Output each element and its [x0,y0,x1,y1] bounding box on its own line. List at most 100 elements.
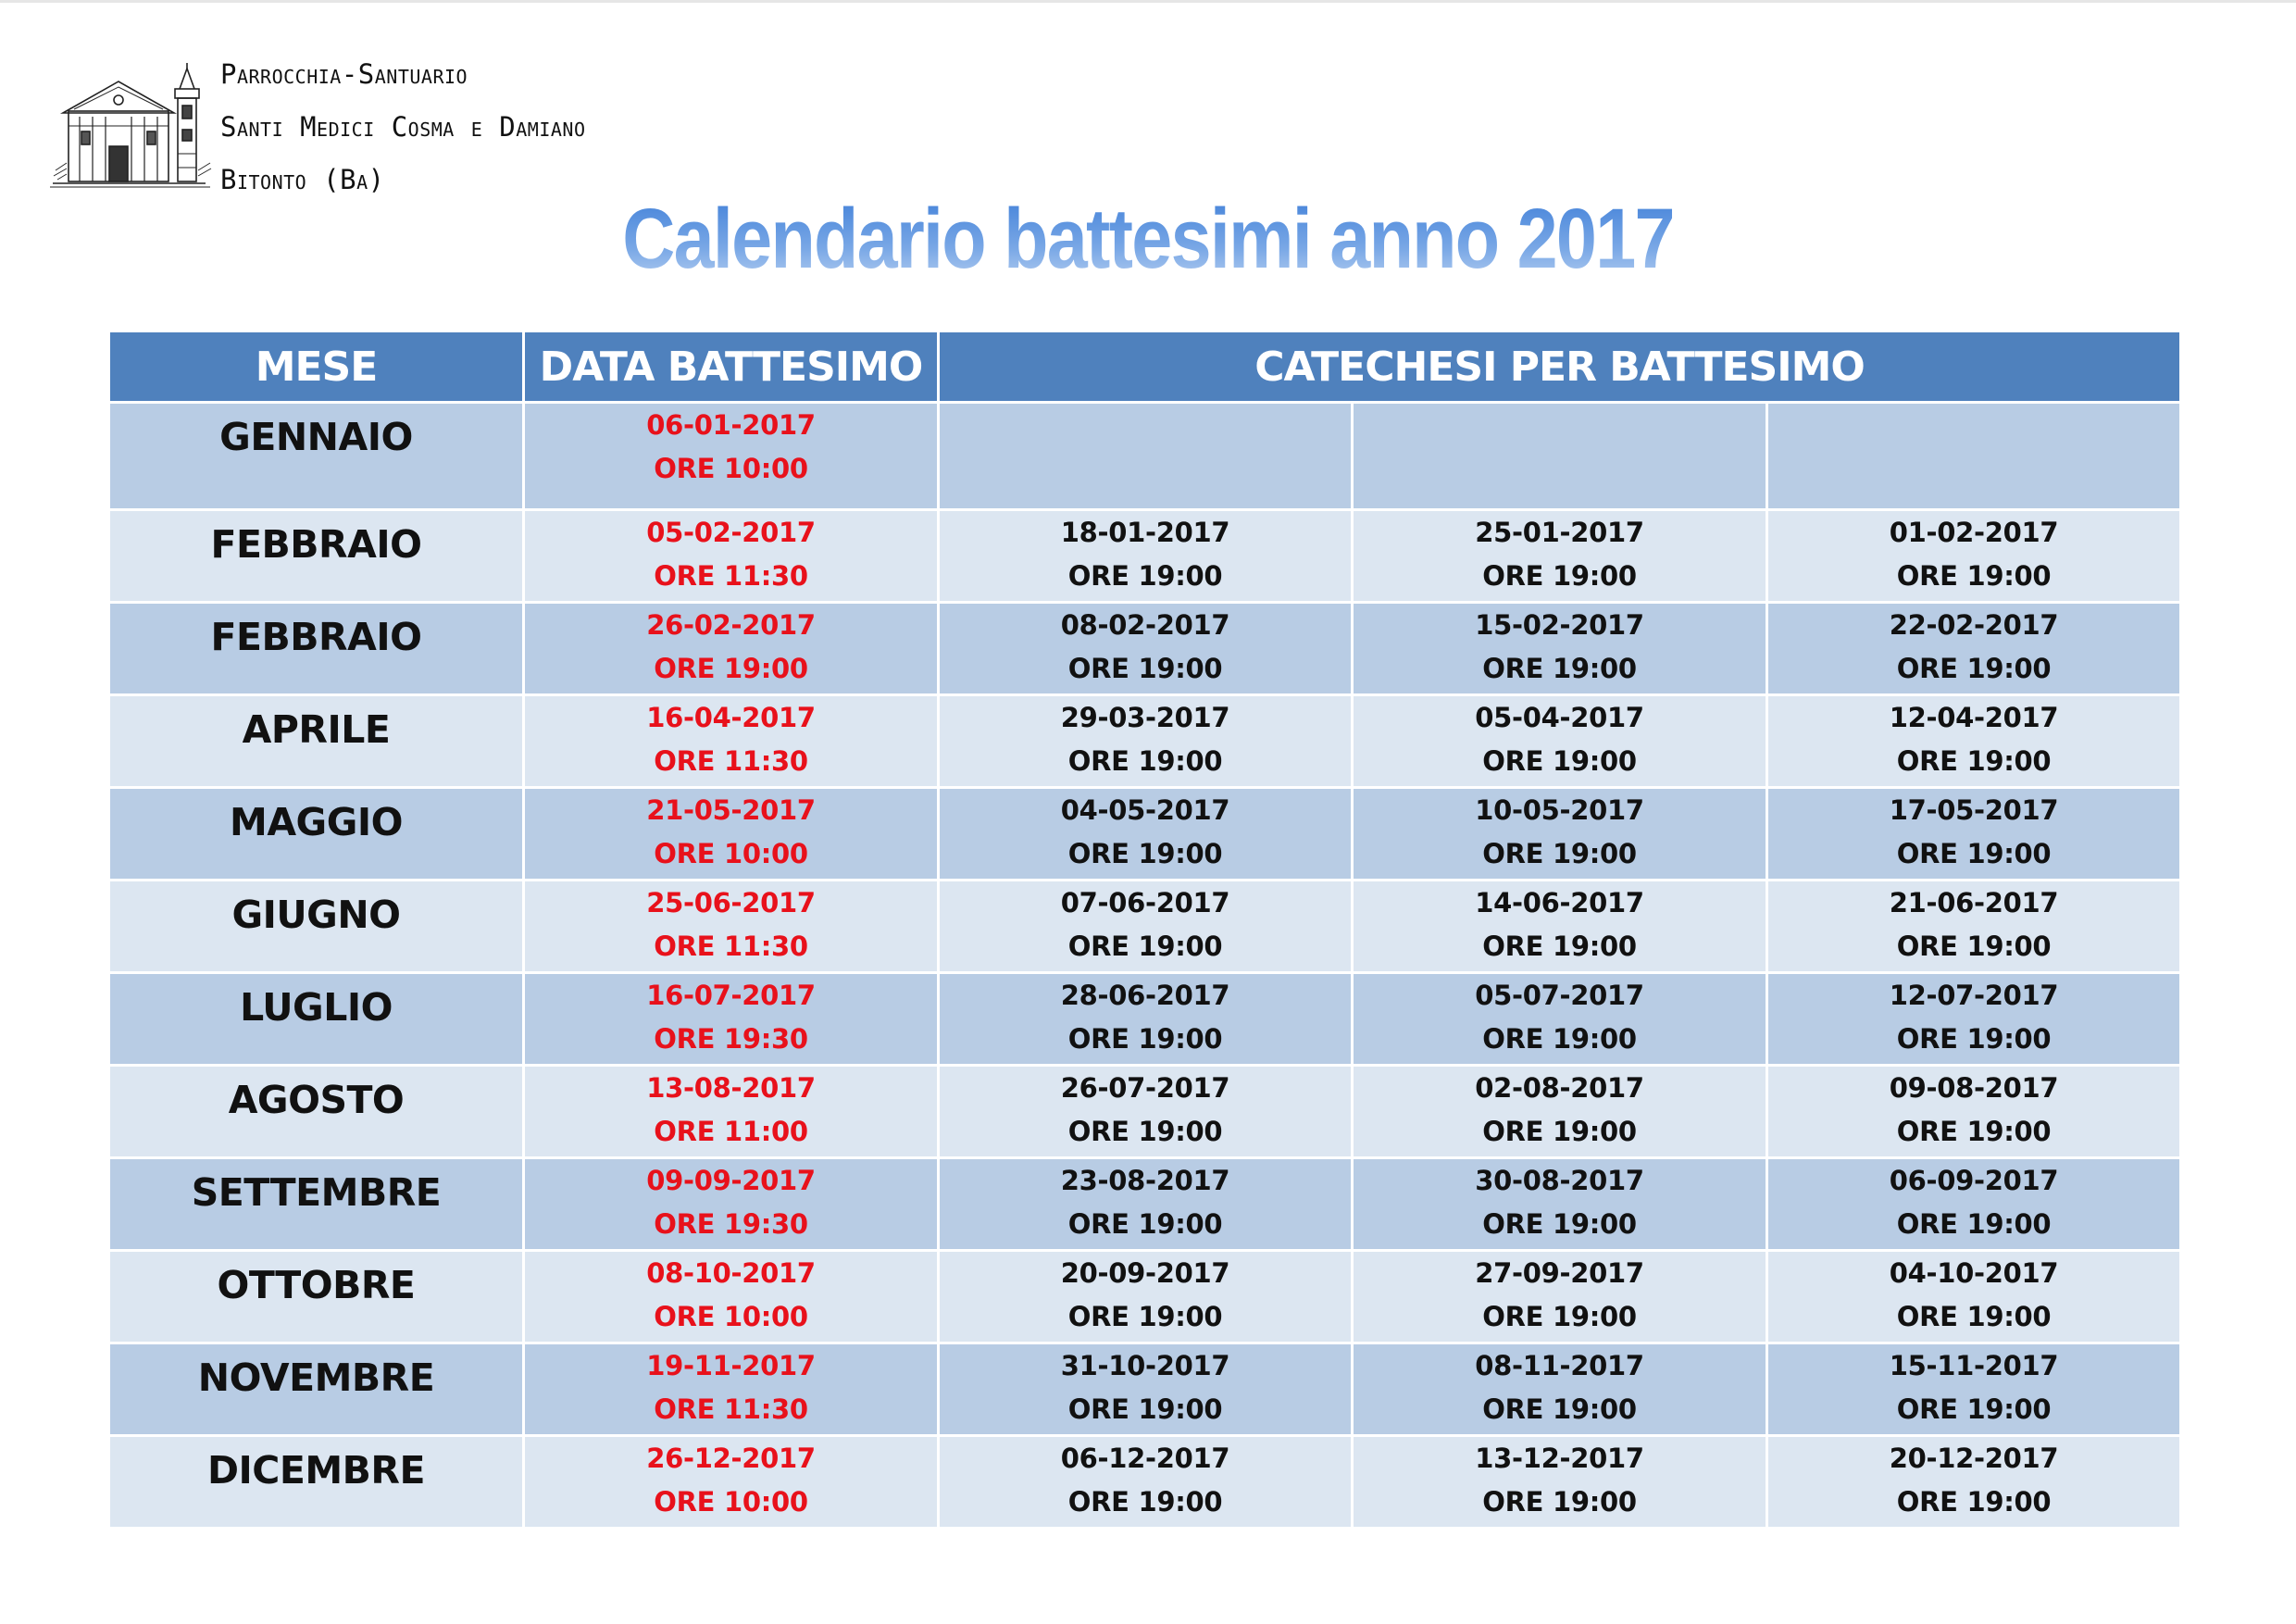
catechesis-date: 30-08-2017 [1475,1165,1644,1196]
catechesis-cell: 15-02-2017 ORE 19:00 [1351,601,1768,696]
month-label: MAGGIO [230,800,403,844]
top-rule [0,0,2296,3]
month-cell: GIUGNO [107,879,525,974]
catechesis-time: ORE 19:00 [1896,838,2052,869]
month-cell: APRILE [107,693,525,789]
catechesis-cell: 15-11-2017 ORE 19:00 [1765,1342,2183,1437]
baptism-date: 25-06-2017 [646,887,816,918]
parish-header: Parrocchia-Santuario Santi Medici Cosma … [220,48,586,206]
catechesis-date: 17-05-2017 [1889,794,2059,826]
header-data-battesimo: DATA BATTESIMO [522,330,940,404]
baptism-date: 19-11-2017 [646,1350,816,1381]
catechesis-time: ORE 19:00 [1482,1393,1637,1425]
church-sketch-icon [50,63,212,188]
catechesis-date: 15-02-2017 [1475,609,1644,641]
catechesis-cell: 08-11-2017 ORE 19:00 [1351,1342,1768,1437]
baptism-date-cell: 16-04-2017 ORE 11:30 [522,693,940,789]
catechesis-cell: 05-04-2017 ORE 19:00 [1351,693,1768,789]
baptism-time: ORE 11:00 [654,1116,808,1147]
baptism-date-cell: 19-11-2017 ORE 11:30 [522,1342,940,1437]
baptism-date-cell: 16-07-2017 ORE 19:30 [522,971,940,1067]
catechesis-date: 14-06-2017 [1475,887,1644,918]
catechesis-cell: 12-07-2017 ORE 19:00 [1765,971,2183,1067]
header-mese: MESE [107,330,525,404]
catechesis-time: ORE 19:00 [1067,1301,1223,1332]
baptism-time: ORE 11:30 [654,1393,808,1425]
catechesis-date: 28-06-2017 [1060,980,1230,1011]
catechesis-time: ORE 19:00 [1896,560,2052,592]
catechesis-time: ORE 19:00 [1067,838,1223,869]
month-label: GIUGNO [231,893,401,937]
catechesis-cell: 29-03-2017 ORE 19:00 [937,693,1354,789]
catechesis-date: 02-08-2017 [1475,1072,1644,1104]
baptism-date-cell: 05-02-2017 ORE 11:30 [522,508,940,604]
catechesis-date: 20-12-2017 [1889,1443,2059,1474]
catechesis-time: ORE 19:00 [1067,931,1223,962]
catechesis-date: 15-11-2017 [1889,1350,2059,1381]
month-cell: NOVEMBRE [107,1342,525,1437]
month-label: GENNAIO [219,415,413,459]
catechesis-cell: 13-12-2017 ORE 19:00 [1351,1434,1768,1530]
catechesis-time: ORE 19:00 [1896,1486,2052,1518]
baptism-date: 26-02-2017 [646,609,816,641]
catechesis-time: ORE 19:00 [1067,560,1223,592]
page-title: Calendario battesimi anno 2017 [161,191,2136,288]
catechesis-date: 04-10-2017 [1889,1257,2059,1289]
table-row: NOVEMBRE 19-11-2017 ORE 11:30 31-10-2017 ORE… [107,1342,2183,1437]
table-row: FEBBRAIO 05-02-2017 ORE 11:30 18-01-2017 ORE… [107,508,2183,604]
baptism-time: ORE 11:30 [654,560,808,592]
catechesis-time: ORE 19:00 [1896,1393,2052,1425]
baptism-date-cell: 25-06-2017 ORE 11:30 [522,879,940,974]
catechesis-cell: 18-01-2017 ORE 19:00 [937,508,1354,604]
baptism-date: 09-09-2017 [646,1165,816,1196]
baptism-date: 06-01-2017 [646,409,816,441]
baptism-time: ORE 10:00 [654,838,808,869]
catechesis-time: ORE 19:00 [1896,1301,2052,1332]
catechesis-date: 04-05-2017 [1060,794,1230,826]
catechesis-cell [1765,401,2183,511]
catechesis-date: 06-12-2017 [1060,1443,1230,1474]
catechesis-cell: 06-12-2017 ORE 19:00 [937,1434,1354,1530]
table-row: FEBBRAIO 26-02-2017 ORE 19:00 08-02-2017 ORE… [107,601,2183,696]
catechesis-cell: 05-07-2017 ORE 19:00 [1351,971,1768,1067]
catechesis-cell: 04-10-2017 ORE 19:00 [1765,1249,2183,1344]
table-row: AGOSTO 13-08-2017 ORE 11:00 26-07-2017 ORE 1… [107,1064,2183,1159]
catechesis-time: ORE 19:00 [1067,653,1223,684]
baptism-time: ORE 11:30 [654,745,808,777]
month-cell: FEBBRAIO [107,601,525,696]
baptism-calendar-table: MESE DATA BATTESIMO CATECHESI PER BATTES… [107,330,2183,1530]
month-cell: MAGGIO [107,786,525,881]
baptism-time: ORE 19:30 [654,1208,808,1240]
table-row: GIUGNO 25-06-2017 ORE 11:30 07-06-2017 ORE 1… [107,879,2183,974]
catechesis-date: 01-02-2017 [1889,517,2059,548]
baptism-time: ORE 10:00 [654,1486,808,1518]
catechesis-time: ORE 19:00 [1482,1208,1637,1240]
catechesis-cell: 23-08-2017 ORE 19:00 [937,1156,1354,1252]
catechesis-time: ORE 19:00 [1896,1208,2052,1240]
baptism-time: ORE 19:00 [654,653,808,684]
catechesis-time: ORE 19:00 [1896,1116,2052,1147]
catechesis-date: 23-08-2017 [1060,1165,1230,1196]
catechesis-time: ORE 19:00 [1482,931,1637,962]
month-cell: AGOSTO [107,1064,525,1159]
month-label: SETTEMBRE [191,1170,442,1215]
catechesis-date: 20-09-2017 [1060,1257,1230,1289]
catechesis-cell: 06-09-2017 ORE 19:00 [1765,1156,2183,1252]
catechesis-date: 26-07-2017 [1060,1072,1230,1104]
catechesis-date: 21-06-2017 [1889,887,2059,918]
table-row: LUGLIO 16-07-2017 ORE 19:30 28-06-2017 ORE 1… [107,971,2183,1067]
baptism-date-cell: 06-01-2017 ORE 10:00 [522,401,940,511]
catechesis-cell: 26-07-2017 ORE 19:00 [937,1064,1354,1159]
catechesis-cell: 07-06-2017 ORE 19:00 [937,879,1354,974]
catechesis-time: ORE 19:00 [1896,745,2052,777]
catechesis-date: 07-06-2017 [1060,887,1230,918]
catechesis-date: 09-08-2017 [1889,1072,2059,1104]
catechesis-date: 31-10-2017 [1060,1350,1230,1381]
month-label: DICEMBRE [206,1448,426,1493]
catechesis-time: ORE 19:00 [1067,745,1223,777]
table-row: SETTEMBRE 09-09-2017 ORE 19:30 23-08-2017 OR… [107,1156,2183,1252]
catechesis-time: ORE 19:00 [1482,1301,1637,1332]
catechesis-time: ORE 19:00 [1482,1486,1637,1518]
catechesis-date: 12-07-2017 [1889,980,2059,1011]
catechesis-cell: 25-01-2017 ORE 19:00 [1351,508,1768,604]
